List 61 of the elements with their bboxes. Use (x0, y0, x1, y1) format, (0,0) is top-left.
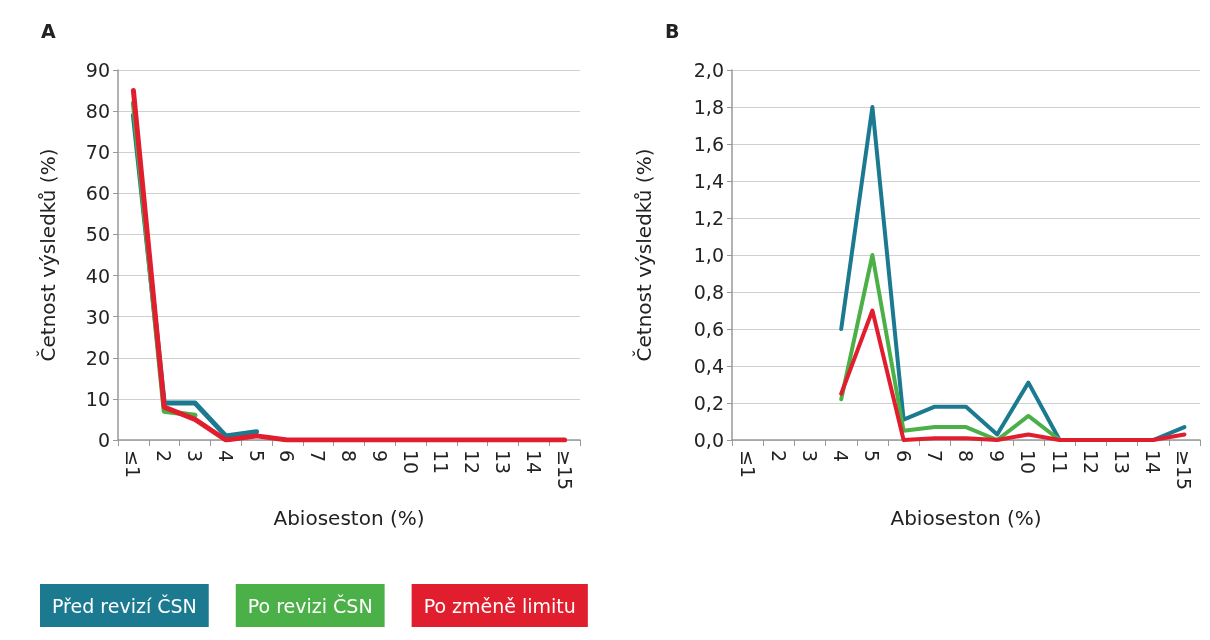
x-tick-label: ≤1 (122, 450, 145, 479)
x-tick-label: 14 (522, 450, 545, 475)
y-axis-title: Četnost výsledků (%) (632, 148, 656, 362)
y-tick-label: 1,0 (693, 244, 724, 266)
x-tick-label: ≥15 (553, 450, 576, 491)
chart-title: A (41, 19, 56, 42)
y-tick-label: 0,4 (693, 355, 724, 377)
y-tick-label: 50 (85, 223, 110, 246)
y-tick-label: 0,2 (693, 392, 724, 414)
y-tick-label: 0 (97, 429, 110, 451)
x-tick-label: 4 (830, 450, 853, 463)
x-tick-label: 10 (399, 450, 422, 475)
x-tick-label: 2 (153, 450, 176, 463)
x-tick-label: 3 (799, 450, 821, 463)
text: Po změně limitu (423, 594, 576, 617)
y-tick-label: 30 (85, 305, 110, 328)
x-tick-label: 8 (955, 450, 977, 463)
x-tick-label: 13 (1111, 450, 1133, 475)
x-tick-label: 5 (861, 450, 884, 463)
x-tick-label: 5 (245, 450, 268, 463)
y-tick-label: 10 (85, 387, 110, 410)
y-tick-label: 0,6 (693, 318, 724, 340)
y-tick-label: 70 (85, 141, 110, 164)
text: Po revizi ČSN (247, 593, 373, 617)
x-tick-label: 10 (1017, 450, 1040, 475)
x-tick-label: 9 (368, 450, 391, 463)
x-tick-label: 2 (767, 450, 790, 463)
x-tick-label: 7 (307, 450, 330, 463)
y-tick-label: 40 (85, 264, 110, 287)
y-tick-label: 1,2 (693, 207, 724, 229)
y-tick-label: 2,0 (693, 59, 724, 81)
text: Před revizí ČSN (52, 593, 197, 617)
x-axis-title: Abioseston (%) (273, 506, 425, 530)
x-tick-label: 11 (1048, 450, 1071, 475)
x-tick-label: ≤1 (736, 450, 759, 479)
y-tick-label: 1,4 (693, 170, 724, 192)
x-tick-label: 7 (923, 450, 946, 463)
x-tick-label: 8 (338, 450, 360, 463)
y-tick-label: 0,0 (693, 429, 724, 451)
x-tick-label: 12 (1079, 450, 1102, 475)
line-series (839, 308, 1187, 442)
y-tick-label: 1,8 (693, 96, 724, 118)
x-tick-label: 6 (892, 450, 915, 463)
y-tick-label: 90 (85, 59, 110, 81)
x-tick-label: 14 (1142, 450, 1165, 475)
x-tick-label: 6 (276, 450, 299, 463)
x-tick-label: 9 (986, 450, 1009, 463)
y-tick-label: 60 (85, 182, 110, 205)
x-tick-label: 12 (461, 450, 484, 475)
y-tick-label: 20 (85, 346, 110, 369)
y-axis-title: Četnost výsledků (%) (36, 148, 60, 362)
x-tick-label: 4 (214, 450, 237, 463)
x-tick-label: 11 (430, 450, 453, 475)
y-tick-label: 80 (85, 100, 110, 123)
x-tick-label: ≥15 (1173, 450, 1196, 491)
x-tick-label: 13 (492, 450, 514, 475)
x-axis-title: Abioseston (%) (890, 506, 1042, 530)
chart-title: B (665, 19, 680, 42)
x-tick-label: 3 (184, 450, 206, 463)
y-tick-label: 0,8 (693, 281, 724, 303)
y-tick-label: 1,6 (693, 133, 724, 155)
